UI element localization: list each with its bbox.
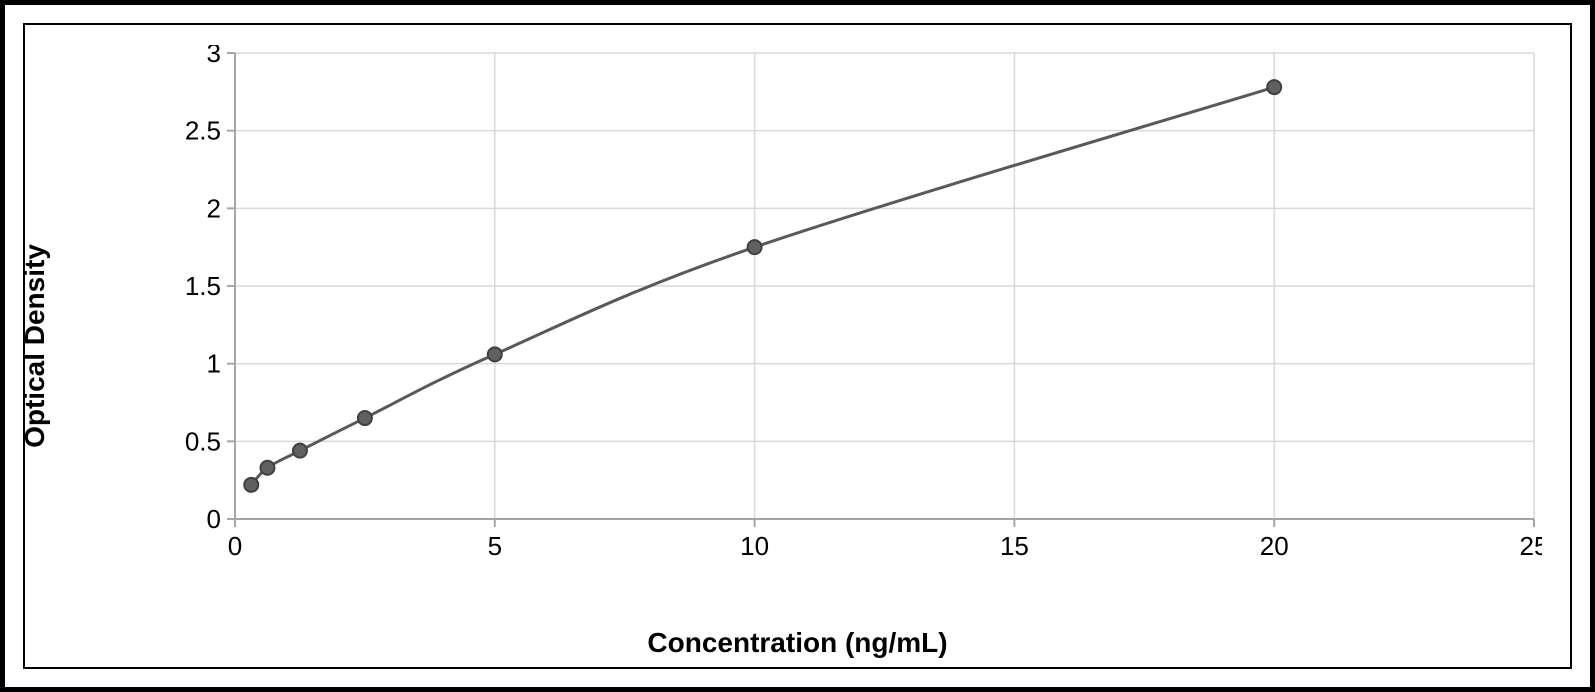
svg-text:10: 10 xyxy=(740,531,769,561)
chart-svg: 0 5 10 15 20 25 0 0.5 1 1.5 2 2.5 3 xyxy=(185,45,1542,567)
svg-text:2: 2 xyxy=(207,193,221,223)
chart-inner-frame: Optical Density Concentration (ng/mL) 05… xyxy=(23,23,1572,669)
chart-outer-frame: Optical Density Concentration (ng/mL) 0 5… xyxy=(0,0,1595,692)
svg-text:3: 3 xyxy=(207,45,221,68)
plot-area: 0 5 10 15 20 25 0 0.5 1 1.5 2 2.5 3 xyxy=(185,45,1542,567)
svg-text:1: 1 xyxy=(207,349,221,379)
chart-container: Optical Density Concentration (ng/mL) 05… xyxy=(25,25,1570,667)
svg-text:1.5: 1.5 xyxy=(185,271,221,301)
x-axis-label: Concentration (ng/mL) xyxy=(647,627,947,659)
svg-text:2.5: 2.5 xyxy=(185,116,221,146)
y-axis-label: Optical Density xyxy=(19,244,51,448)
svg-text:0.5: 0.5 xyxy=(185,426,221,456)
svg-text:5: 5 xyxy=(488,531,502,561)
svg-text:0: 0 xyxy=(207,504,221,534)
svg-text:0: 0 xyxy=(228,531,242,561)
svg-text:15: 15 xyxy=(1000,531,1029,561)
svg-text:20: 20 xyxy=(1260,531,1289,561)
svg-text:25: 25 xyxy=(1520,531,1542,561)
